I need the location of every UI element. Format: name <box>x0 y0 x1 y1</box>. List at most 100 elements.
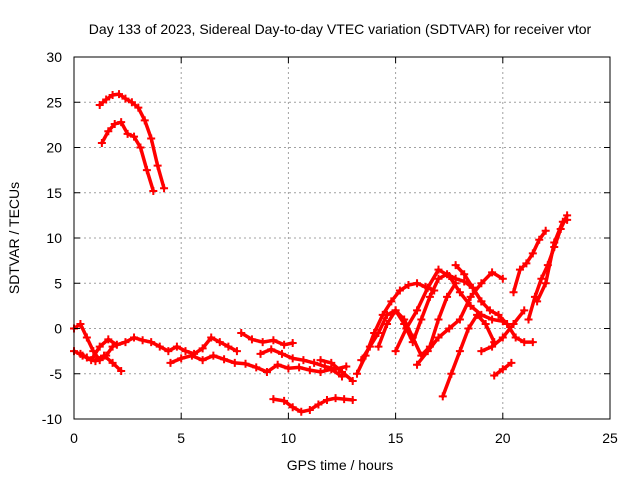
data-point <box>230 358 239 367</box>
data-point <box>187 351 196 360</box>
data-point <box>121 338 130 347</box>
series-arc-late-3 <box>533 215 572 306</box>
data-point <box>509 288 518 297</box>
data-point <box>237 329 246 338</box>
data-point <box>134 103 143 112</box>
data-point <box>91 357 100 366</box>
data-point <box>121 94 130 103</box>
data-point <box>342 362 351 371</box>
series-line <box>72 335 239 362</box>
series-line <box>511 229 548 295</box>
data-point <box>348 395 357 404</box>
data-point <box>357 356 366 365</box>
data-point <box>267 345 276 354</box>
data-point <box>284 364 293 373</box>
data-point <box>280 340 289 349</box>
data-point <box>524 315 533 324</box>
data-point <box>391 347 400 356</box>
data-point <box>490 371 499 380</box>
data-point <box>108 358 117 367</box>
data-point <box>155 342 164 351</box>
data-point <box>498 274 507 283</box>
data-point <box>295 363 304 372</box>
data-point <box>488 342 497 351</box>
data-point <box>383 319 392 328</box>
data-point <box>473 310 482 319</box>
data-point <box>82 333 91 342</box>
series-arc-rise-7 <box>451 261 537 347</box>
data-point <box>537 274 546 283</box>
series-line <box>376 281 458 358</box>
data-point <box>95 342 104 351</box>
series-arc-rise-3 <box>374 279 460 360</box>
data-point <box>310 358 319 367</box>
tick-layer: 0 5 10 15 20 25 -10 -5 0 5 10 15 20 25 30 <box>42 49 618 446</box>
data-point <box>488 268 497 277</box>
series-line <box>453 263 535 344</box>
data-point <box>522 259 531 268</box>
data-point <box>232 347 241 356</box>
x-axis-label: GPS time / hours <box>287 457 394 473</box>
data-point <box>198 344 207 353</box>
data-point <box>149 186 158 195</box>
data-point <box>509 319 518 328</box>
data-point <box>434 265 443 274</box>
series-line <box>97 92 166 190</box>
data-point <box>400 315 409 324</box>
data-point <box>477 297 486 306</box>
data-point <box>297 407 306 416</box>
data-point <box>541 279 550 288</box>
data-point <box>434 333 443 342</box>
data-point <box>395 286 404 295</box>
data-point <box>288 338 297 347</box>
data-point <box>507 358 516 367</box>
data-point <box>485 306 494 315</box>
series-arc-high-2 <box>97 118 158 195</box>
data-point <box>247 335 256 344</box>
data-point <box>153 161 162 170</box>
data-point <box>383 310 392 319</box>
data-point <box>498 333 507 342</box>
data-point <box>82 353 91 362</box>
data-point <box>494 310 503 319</box>
data-point <box>177 354 186 363</box>
y-tick-label: 15 <box>46 185 62 201</box>
data-point <box>224 342 233 351</box>
data-point <box>136 143 145 152</box>
series-arc-low-7 <box>316 356 357 385</box>
data-point <box>252 363 261 372</box>
x-tick-label: 0 <box>70 430 78 446</box>
data-point <box>95 100 104 109</box>
data-point <box>76 349 85 358</box>
series-arc-min <box>269 394 357 416</box>
data-point <box>280 396 289 405</box>
data-point <box>423 347 432 356</box>
data-point <box>447 369 456 378</box>
data-point <box>320 362 329 371</box>
chart-title: Day 133 of 2023, Sidereal Day-to-day VTE… <box>89 21 592 37</box>
data-point <box>434 315 443 324</box>
data-point <box>269 395 278 404</box>
data-point <box>520 338 529 347</box>
series-line <box>535 218 569 304</box>
data-point <box>181 347 190 356</box>
data-point <box>466 292 475 301</box>
data-point <box>108 342 117 351</box>
data-point <box>338 367 346 376</box>
data-point <box>305 405 314 414</box>
data-point <box>541 226 550 235</box>
data-point <box>117 118 126 127</box>
data-point <box>127 98 136 107</box>
data-point <box>288 354 297 363</box>
data-point <box>365 342 374 351</box>
series-layer <box>70 90 572 416</box>
data-point <box>550 238 559 247</box>
y-tick-label: -5 <box>50 366 63 382</box>
data-point <box>305 366 314 375</box>
data-point <box>402 324 411 333</box>
data-point <box>423 283 432 292</box>
series-arc-low-5 <box>237 329 297 349</box>
x-tick-label: 5 <box>177 430 185 446</box>
data-point <box>207 333 216 342</box>
series-arc-rise-8 <box>477 306 529 356</box>
